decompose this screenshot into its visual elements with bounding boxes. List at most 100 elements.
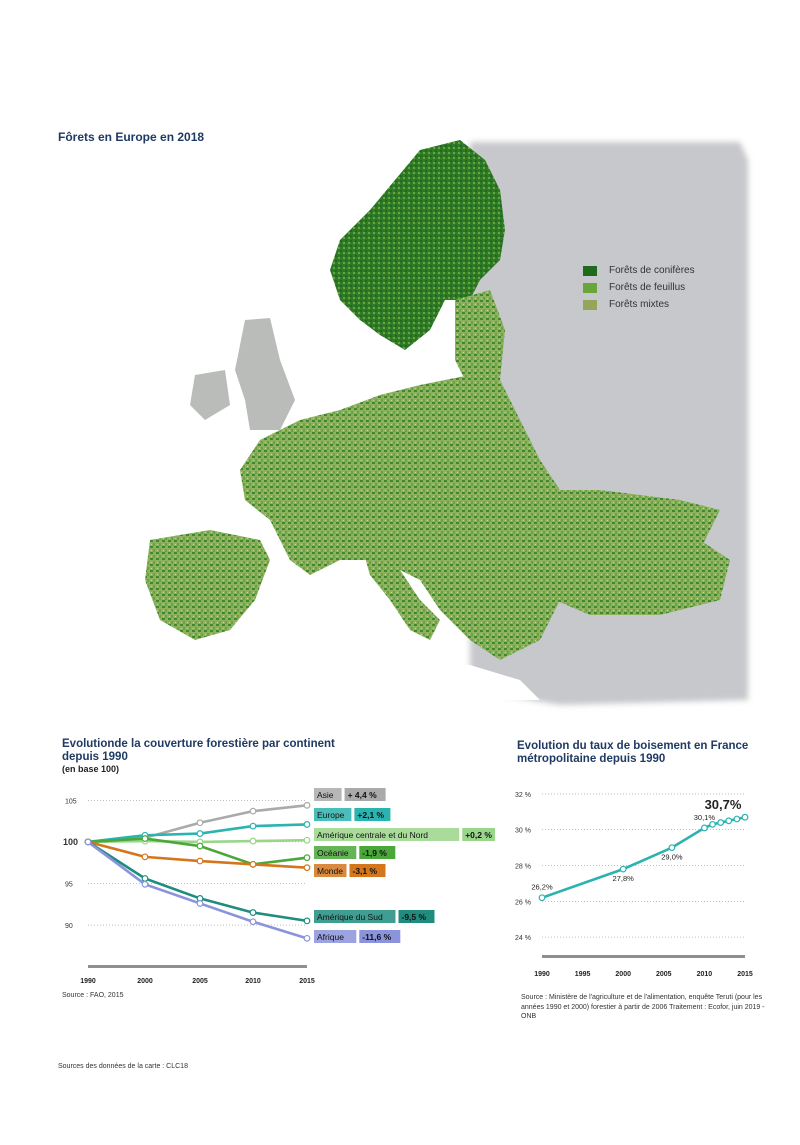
series-change-box <box>398 910 435 923</box>
series-change: +0,2 % <box>465 830 492 840</box>
series-name: Monde <box>317 866 343 876</box>
y-tick-label: 90 <box>65 923 73 930</box>
x-tick-label: 2000 <box>137 978 153 985</box>
series-change: -9,5 % <box>402 912 427 922</box>
legend-item-broadleaf: Forêts de feuillus <box>583 279 695 296</box>
iberia-landmass <box>145 530 270 640</box>
point-label: 26,2% <box>531 883 553 892</box>
data-point <box>249 807 257 815</box>
series-line <box>541 815 746 899</box>
series-change-box <box>359 846 396 859</box>
data-point <box>84 838 92 846</box>
legend-label: Forêts de conifères <box>609 265 695 276</box>
legend-label: Forêts de feuillus <box>609 282 686 293</box>
data-point <box>717 819 725 826</box>
series-name-box <box>314 808 352 821</box>
x-tick-label: 2010 <box>697 971 713 978</box>
series-label: Amérique du Sud -9,5 % <box>314 910 435 923</box>
series-change: -1,9 % <box>362 848 387 858</box>
chart2-title: Evolution du taux de boisement en France… <box>517 740 749 765</box>
france-forest-chart: 24 % 26 % 28 % 30 % 32 % 1990 1995 2000 2005 2010… <box>515 792 753 978</box>
data-point <box>303 854 311 862</box>
x-tick-label: 1995 <box>575 971 591 978</box>
x-tick-label: 2005 <box>192 978 208 985</box>
data-point <box>249 918 257 926</box>
data-point <box>725 817 733 825</box>
europe-forest-map <box>145 140 748 705</box>
series-name-box <box>314 910 396 923</box>
x-axis-bar <box>542 955 745 958</box>
series-change-box <box>359 930 401 943</box>
series-name-box <box>314 846 357 859</box>
italy-landmass <box>360 540 440 640</box>
data-point <box>141 853 149 861</box>
continent-forest-chart: 90 95 100 105 1990 2000 2005 2010 2015 Asie + 4,4 … <box>63 788 495 985</box>
point-label: 30,7% <box>705 797 742 812</box>
y-tick-label: 26 % <box>515 899 531 906</box>
data-point <box>303 934 311 942</box>
y-tick-label: 28 % <box>515 864 531 871</box>
legend-swatch <box>583 265 597 276</box>
point-label: 29,0% <box>661 853 683 862</box>
data-point <box>303 801 311 809</box>
legend-swatch <box>583 299 597 310</box>
y-tick-label: 24 % <box>515 935 531 942</box>
series-label: Asie + 4,4 % <box>314 788 386 801</box>
data-point <box>709 820 716 828</box>
series-line <box>87 840 308 940</box>
data-point <box>700 824 708 832</box>
data-point <box>196 819 204 827</box>
x-tick-label: 2010 <box>245 978 261 985</box>
series-change: -11,6 % <box>362 932 391 942</box>
x-tick-label: 2015 <box>299 978 315 985</box>
series-label: Europe +2,1 % <box>314 808 391 821</box>
chart1-subtitle: (en base 100) <box>62 764 120 774</box>
series-change: -3,1 % <box>353 866 378 876</box>
chart1-title: Evolutionde la couverture forestière par… <box>62 738 335 763</box>
x-tick-label: 2005 <box>656 971 672 978</box>
series-name: Europe <box>317 810 345 820</box>
map-source: Sources des données de la carte : CLC18 <box>58 1063 188 1070</box>
series-name-box <box>314 788 342 801</box>
series-name: Asie <box>317 790 334 800</box>
y-tick-label: 100 <box>63 837 78 847</box>
data-point <box>538 894 546 902</box>
y-tick-label: 95 <box>65 881 73 888</box>
x-tick-label: 2015 <box>737 971 753 978</box>
data-point <box>141 875 149 882</box>
series-name: Océanie <box>317 848 349 858</box>
data-point <box>249 822 257 830</box>
britain-landmass <box>235 318 295 430</box>
data-point <box>249 837 257 845</box>
y-tick-label: 30 % <box>515 828 531 835</box>
x-tick-label: 1990 <box>534 971 550 978</box>
point-label: 30,1% <box>694 813 716 822</box>
data-point <box>249 860 257 868</box>
legend-item-mixed: Forêts mixtes <box>583 296 695 313</box>
data-point <box>733 815 741 823</box>
series-name: Amérique du Sud <box>317 912 383 922</box>
anatolia-landmass <box>545 540 730 615</box>
data-point <box>303 864 311 872</box>
series-label: Amérique centrale et du Nord +0,2 % <box>314 828 495 841</box>
series-change-box <box>354 808 391 821</box>
series-name: Afrique <box>317 932 344 942</box>
series-label: Océanie -1,9 % <box>314 846 396 859</box>
series-change: +2,1 % <box>357 810 384 820</box>
scandinavia-landmass <box>330 140 505 350</box>
y-tick-label: 105 <box>65 798 77 805</box>
series-label: Monde -3,1 % <box>314 864 386 877</box>
series-label: Afrique -11,6 % <box>314 930 401 943</box>
data-point <box>668 844 676 852</box>
series-change-box <box>349 864 386 877</box>
series-change: + 4,4 % <box>348 790 378 800</box>
data-point <box>196 830 204 837</box>
legend-swatch <box>583 282 597 293</box>
data-point <box>741 813 749 821</box>
data-point <box>141 880 149 888</box>
data-point <box>303 917 311 925</box>
legend-label: Forêts mixtes <box>609 299 670 310</box>
series-name-box <box>314 864 347 877</box>
x-axis-bar <box>88 965 307 968</box>
series-change-box <box>344 788 386 801</box>
